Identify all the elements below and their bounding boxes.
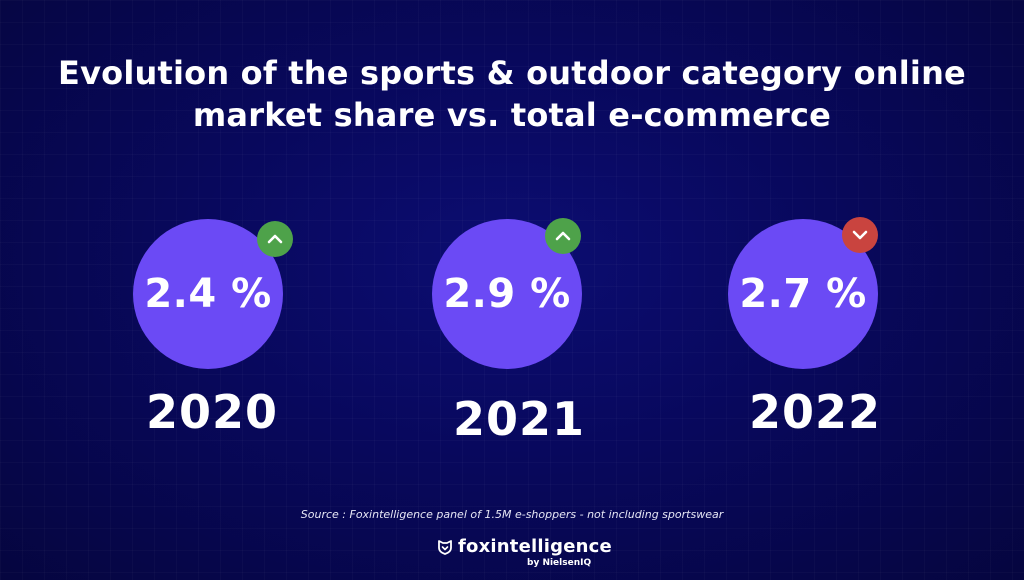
year-label-2021: 2021: [453, 392, 586, 446]
fox-shield-icon: [438, 540, 452, 555]
chevron-up-icon: [555, 231, 571, 241]
trend-badge-2021: [545, 218, 581, 254]
title-line-1: Evolution of the sports & outdoor catego…: [58, 54, 966, 92]
logo-name: foxintelligence: [458, 536, 612, 557]
trend-badge-2020: [257, 221, 293, 257]
value-label-2020: 2.4 %: [144, 271, 272, 317]
stat-circle-2022: 2.7 %: [728, 219, 878, 369]
page-title: Evolution of the sports & outdoor catego…: [0, 52, 1024, 136]
chevron-up-icon: [267, 234, 283, 244]
brand-logo: foxintelligence by NielsenIQ: [437, 536, 612, 572]
source-note: Source : Foxintelligence panel of 1.5M e…: [300, 508, 724, 521]
year-label-2020: 2020: [146, 385, 279, 439]
value-label-2022: 2.7 %: [739, 271, 867, 317]
trend-badge-2022: [842, 217, 878, 253]
value-label-2021: 2.9 %: [443, 271, 571, 317]
logo-sub: by NielsenIQ: [527, 558, 592, 568]
title-line-2: market share vs. total e-commerce: [192, 96, 832, 134]
year-label-2022: 2022: [749, 385, 882, 439]
chevron-down-icon: [852, 230, 868, 240]
